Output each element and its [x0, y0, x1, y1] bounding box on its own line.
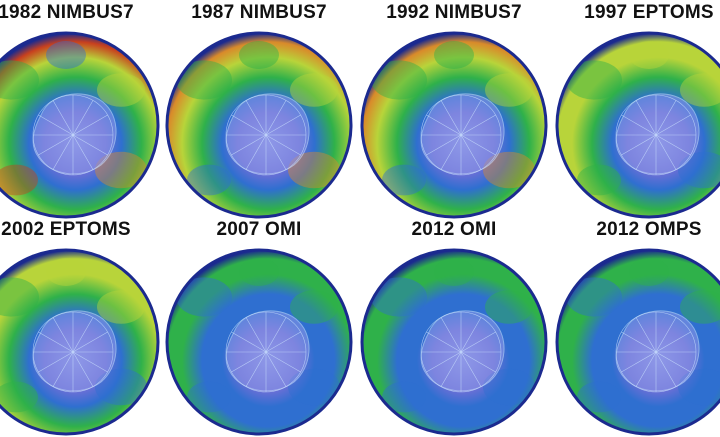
- ozone-blotch: [288, 151, 340, 189]
- graticule-line: [426, 331, 496, 373]
- ozone-blotch: [382, 164, 426, 196]
- globe-rim: [555, 31, 720, 219]
- panel-label: 1992 NIMBUS7: [386, 2, 522, 23]
- panel-label: 1987 NIMBUS7: [191, 2, 327, 23]
- panel-1997-eptoms: 1997 EPTOMS: [551, 0, 720, 220]
- panel-2002-eptoms: 2002 EPTOMS: [0, 217, 164, 437]
- ozone-globe-image: [359, 247, 549, 437]
- ozone-globe-image: [0, 247, 161, 437]
- globe-rim: [0, 31, 160, 219]
- ozone-globe-image: [164, 247, 354, 437]
- ozone-blotch: [46, 41, 86, 69]
- globe-drawing: [555, 31, 720, 219]
- globe-drawing: [555, 248, 720, 436]
- graticule-circle: [420, 311, 502, 393]
- graticule-line: [38, 331, 108, 373]
- ozone-globe-image: [554, 30, 720, 220]
- graticule-line: [231, 331, 301, 373]
- globe-rim: [165, 248, 353, 436]
- ozone-blotch: [290, 290, 338, 324]
- ozone-blotch: [678, 151, 720, 189]
- ozone-blotch: [382, 381, 426, 413]
- panel-1982-nimbus7: 1982 NIMBUS7: [0, 0, 164, 220]
- ozone-blotch: [0, 277, 39, 317]
- ozone-blotch: [566, 60, 622, 100]
- panel-2012-omi: 2012 OMI: [356, 217, 552, 437]
- ozone-blotch: [434, 41, 474, 69]
- ozone-blotch: [97, 73, 145, 107]
- ozone-blotch: [577, 381, 621, 413]
- ozone-globe-image: [359, 30, 549, 220]
- graticule-circle: [225, 94, 307, 176]
- graticule-line: [426, 114, 496, 156]
- globe-rim: [165, 31, 353, 219]
- graticule-circle: [32, 311, 114, 393]
- panel-label: 1997 EPTOMS: [584, 2, 714, 23]
- panel-label: 2012 OMPS: [596, 219, 702, 240]
- ozone-blotch: [288, 368, 340, 406]
- graticule-line: [38, 114, 108, 156]
- ozone-globe-image: [0, 30, 161, 220]
- ozone-blotch: [187, 381, 231, 413]
- ozone-blotch: [629, 41, 669, 69]
- ozone-blotch: [371, 60, 427, 100]
- panel-2007-omi: 2007 OMI: [161, 217, 357, 437]
- panel-2012-omps: 2012 OMPS: [551, 217, 720, 437]
- ozone-globe-image: [554, 247, 720, 437]
- panel-label: 2002 EPTOMS: [1, 219, 131, 240]
- ozone-blotch: [95, 368, 147, 406]
- ozone-blotch: [46, 258, 86, 286]
- ozone-blotch: [176, 277, 232, 317]
- ozone-blotch: [680, 290, 720, 324]
- graticule-circle: [615, 94, 697, 176]
- globe-rim: [0, 248, 160, 436]
- panel-label: 2007 OMI: [216, 219, 302, 240]
- ozone-blotch: [239, 41, 279, 69]
- ozone-blotch: [483, 368, 535, 406]
- ozone-blotch: [485, 290, 533, 324]
- graticule-circle: [225, 311, 307, 393]
- ozone-blotch: [0, 60, 39, 100]
- globe-drawing: [165, 248, 353, 436]
- ozone-blotch: [0, 164, 38, 196]
- graticule-circle: [615, 311, 697, 393]
- globe-drawing: [165, 31, 353, 219]
- ozone-blotch: [239, 258, 279, 286]
- ozone-blotch: [434, 258, 474, 286]
- ozone-blotch: [485, 73, 533, 107]
- ozone-blotch: [95, 151, 147, 189]
- globe-rim: [555, 248, 720, 436]
- ozone-blotch: [566, 277, 622, 317]
- ozone-blotch: [290, 73, 338, 107]
- globe-drawing: [360, 248, 548, 436]
- ozone-globe-image: [164, 30, 354, 220]
- ozone-blotch: [577, 164, 621, 196]
- globe-rim: [360, 248, 548, 436]
- globe-rim: [360, 31, 548, 219]
- ozone-blotch: [678, 368, 720, 406]
- graticule-line: [231, 114, 301, 156]
- panel-label: 2012 OMI: [411, 219, 497, 240]
- ozone-blotch: [0, 381, 38, 413]
- ozone-blotch: [483, 151, 535, 189]
- ozone-blotch: [629, 258, 669, 286]
- graticule-circle: [32, 94, 114, 176]
- ozone-blotch: [371, 277, 427, 317]
- graticule-circle: [420, 94, 502, 176]
- ozone-blotch: [680, 73, 720, 107]
- ozone-blotch: [97, 290, 145, 324]
- globe-drawing: [0, 31, 160, 219]
- graticule-line: [621, 114, 691, 156]
- panel-1992-nimbus7: 1992 NIMBUS7: [356, 0, 552, 220]
- ozone-blotch: [176, 60, 232, 100]
- panel-1987-nimbus7: 1987 NIMBUS7: [161, 0, 357, 220]
- ozone-blotch: [187, 164, 231, 196]
- graticule-line: [621, 331, 691, 373]
- globe-drawing: [360, 31, 548, 219]
- panel-label: 1982 NIMBUS7: [0, 2, 134, 23]
- globe-drawing: [0, 248, 160, 436]
